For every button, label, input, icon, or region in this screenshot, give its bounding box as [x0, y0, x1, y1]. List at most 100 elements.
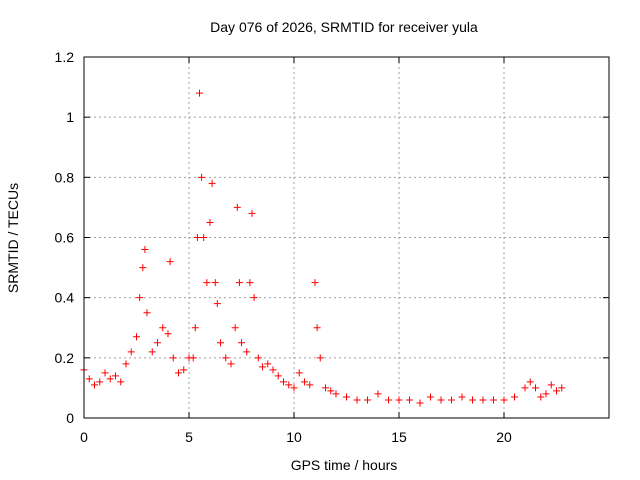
data-point [437, 396, 445, 404]
y-tick-label: 0 [66, 410, 74, 426]
data-point [208, 179, 216, 187]
data-point [235, 279, 243, 287]
data-point [122, 360, 130, 368]
data-point [332, 390, 340, 398]
data-point [136, 294, 144, 302]
data-point [91, 381, 98, 389]
data-point [427, 393, 434, 401]
data-point [117, 378, 125, 386]
data-point [274, 372, 282, 380]
data-point [264, 360, 272, 368]
data-point [542, 390, 550, 398]
data-point [227, 360, 235, 368]
data-point [311, 279, 319, 287]
data-point [448, 396, 455, 404]
data-point [101, 369, 109, 377]
data-point [500, 396, 508, 404]
data-point [169, 354, 177, 362]
data-point [250, 294, 258, 302]
axis-ticks: 0 0.2 0.4 0.6 0.8 1 1.2 0 5 10 15 20 [55, 49, 609, 445]
data-point [547, 381, 555, 389]
data-point [316, 354, 324, 362]
data-point [374, 390, 382, 398]
data-point [558, 384, 566, 392]
data-point [143, 309, 151, 317]
data-point [180, 366, 188, 374]
data-point [198, 173, 206, 181]
data-point [231, 324, 239, 332]
data-point [301, 378, 308, 386]
data-point [469, 396, 476, 404]
x-tick-label: 15 [391, 429, 407, 445]
data-point [175, 369, 182, 377]
data-point [306, 381, 314, 389]
data-point [233, 203, 241, 211]
data-point [295, 369, 303, 377]
data-point [106, 375, 114, 383]
data-point [259, 363, 266, 371]
data-point [526, 378, 534, 386]
data-point [246, 279, 254, 287]
data-point [213, 300, 221, 308]
data-point [222, 354, 230, 362]
data-point [285, 381, 293, 389]
y-tick-label: 0.4 [55, 290, 75, 306]
data-point [206, 218, 214, 226]
data-point [203, 279, 211, 287]
data-point [164, 330, 172, 338]
data-point [248, 209, 256, 217]
data-point [139, 264, 147, 272]
data-point [395, 396, 403, 404]
chart-title: Day 076 of 2026, SRMTID for receiver yul… [210, 19, 478, 35]
data-point [479, 396, 487, 404]
data-point [254, 354, 262, 362]
data-point [148, 348, 156, 356]
data-point [154, 339, 161, 347]
y-axis-label: SRMTID / TECUs [5, 183, 21, 293]
data-point [127, 348, 135, 356]
data-point [353, 396, 361, 404]
y-tick-label: 1 [66, 109, 74, 125]
data-point [280, 378, 287, 386]
data-point [416, 399, 424, 407]
data-point [511, 393, 518, 401]
data-point [200, 234, 208, 241]
data-points [80, 89, 566, 407]
data-point [458, 393, 466, 401]
data-point [290, 384, 298, 392]
data-point [364, 396, 371, 404]
data-point [490, 396, 497, 404]
data-point [385, 396, 392, 404]
data-point [521, 384, 529, 392]
data-point [313, 324, 321, 332]
data-point [85, 375, 93, 383]
x-tick-label: 5 [185, 429, 193, 445]
data-point [189, 354, 197, 362]
data-point [141, 246, 149, 254]
data-point [322, 384, 329, 392]
data-point [327, 387, 335, 395]
data-point [193, 234, 201, 241]
data-point [406, 396, 413, 404]
data-point [243, 348, 251, 356]
data-point [553, 387, 560, 395]
x-axis-label: GPS time / hours [291, 457, 398, 473]
x-tick-label: 10 [286, 429, 302, 445]
data-point [191, 324, 199, 332]
data-point [217, 339, 224, 347]
data-point [112, 372, 119, 380]
x-tick-label: 20 [496, 429, 512, 445]
data-point [537, 393, 545, 401]
data-point [343, 393, 350, 401]
data-point [133, 333, 140, 341]
data-point [238, 339, 245, 347]
x-tick-label: 0 [80, 429, 88, 445]
y-tick-label: 1.2 [55, 49, 75, 65]
data-point [532, 384, 539, 392]
data-point [196, 89, 203, 97]
data-point [166, 258, 174, 266]
data-point [269, 366, 277, 374]
y-tick-label: 0.8 [55, 169, 75, 185]
y-tick-label: 0.2 [55, 350, 75, 366]
